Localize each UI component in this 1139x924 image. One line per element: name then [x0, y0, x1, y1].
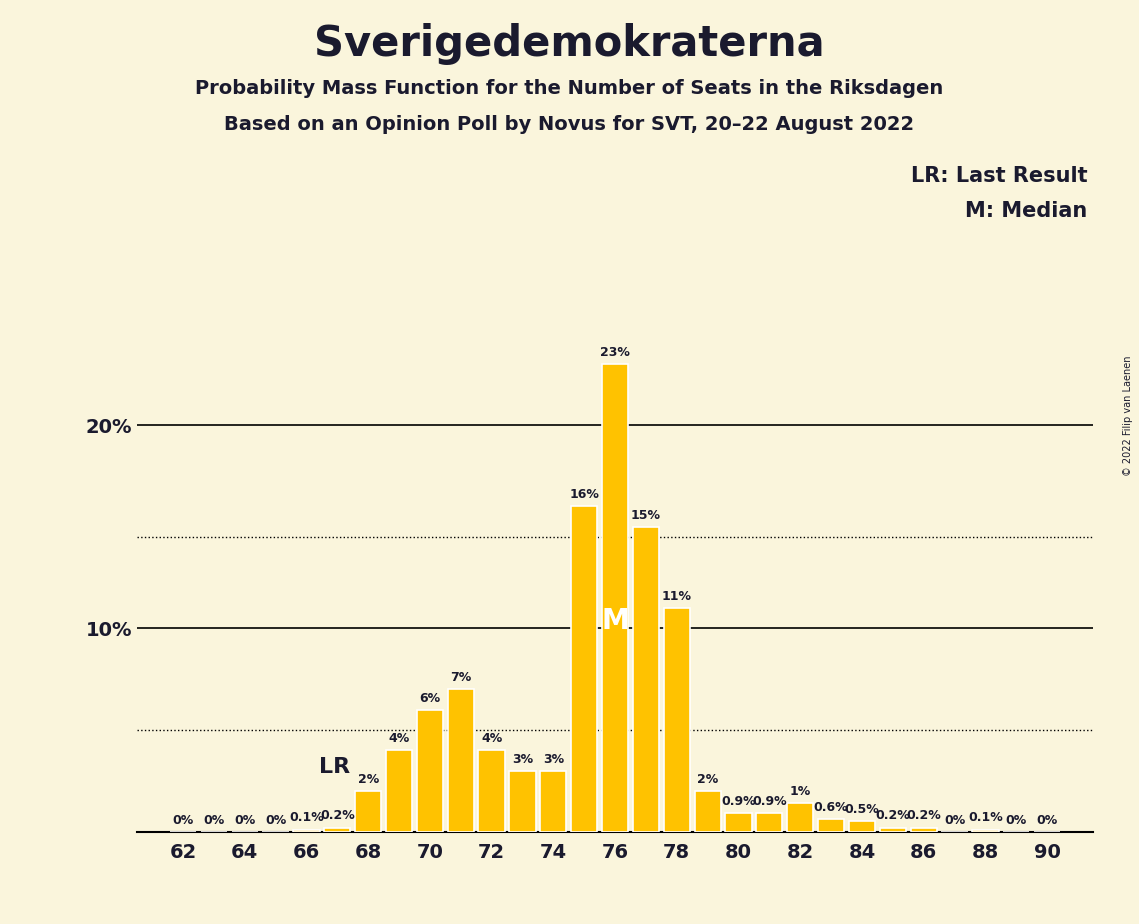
- Bar: [818, 820, 844, 832]
- Text: 0%: 0%: [265, 813, 286, 826]
- Text: 0.9%: 0.9%: [752, 796, 787, 808]
- Text: 0.5%: 0.5%: [845, 803, 879, 817]
- Bar: [325, 828, 351, 832]
- Bar: [787, 803, 813, 832]
- Text: 1%: 1%: [789, 785, 811, 798]
- Bar: [478, 750, 505, 832]
- Text: 4%: 4%: [388, 732, 410, 745]
- Text: 4%: 4%: [481, 732, 502, 745]
- Text: 3%: 3%: [511, 752, 533, 765]
- Bar: [386, 750, 412, 832]
- Bar: [664, 608, 690, 832]
- Bar: [633, 527, 659, 832]
- Text: 6%: 6%: [419, 691, 441, 704]
- Bar: [973, 830, 999, 832]
- Text: Based on an Opinion Poll by Novus for SVT, 20–22 August 2022: Based on an Opinion Poll by Novus for SV…: [224, 116, 915, 135]
- Text: Probability Mass Function for the Number of Seats in the Riksdagen: Probability Mass Function for the Number…: [196, 79, 943, 98]
- Text: 2%: 2%: [358, 772, 379, 785]
- Text: 23%: 23%: [600, 346, 630, 359]
- Bar: [601, 364, 629, 832]
- Text: 0.6%: 0.6%: [813, 801, 849, 814]
- Text: LR: Last Result: LR: Last Result: [911, 166, 1088, 187]
- Text: 11%: 11%: [662, 590, 691, 602]
- Bar: [294, 830, 320, 832]
- Bar: [726, 813, 752, 832]
- Bar: [355, 791, 382, 832]
- Text: Sverigedemokraterna: Sverigedemokraterna: [314, 23, 825, 65]
- Bar: [417, 710, 443, 832]
- Bar: [448, 689, 474, 832]
- Text: 2%: 2%: [697, 772, 719, 785]
- Text: 0.2%: 0.2%: [876, 809, 910, 822]
- Text: 0.1%: 0.1%: [289, 811, 323, 824]
- Bar: [509, 771, 535, 832]
- Text: 0%: 0%: [172, 813, 194, 826]
- Text: 0%: 0%: [203, 813, 224, 826]
- Text: M: M: [601, 607, 629, 635]
- Text: 0.2%: 0.2%: [907, 809, 941, 822]
- Text: 0.9%: 0.9%: [721, 796, 756, 808]
- Text: LR: LR: [319, 757, 350, 776]
- Bar: [756, 813, 782, 832]
- Bar: [849, 821, 875, 832]
- Text: 16%: 16%: [570, 488, 599, 501]
- Bar: [879, 828, 906, 832]
- Bar: [540, 771, 566, 832]
- Text: 0.2%: 0.2%: [320, 809, 354, 822]
- Text: 0%: 0%: [944, 813, 965, 826]
- Bar: [695, 791, 721, 832]
- Text: M: Median: M: Median: [966, 201, 1088, 221]
- Text: 0.1%: 0.1%: [968, 811, 1002, 824]
- Bar: [571, 506, 597, 832]
- Text: 15%: 15%: [631, 508, 661, 521]
- Text: 0%: 0%: [1036, 813, 1058, 826]
- Text: 0%: 0%: [1006, 813, 1027, 826]
- Text: 3%: 3%: [543, 752, 564, 765]
- Text: © 2022 Filip van Laenen: © 2022 Filip van Laenen: [1123, 356, 1133, 476]
- Text: 0%: 0%: [235, 813, 255, 826]
- Text: 7%: 7%: [450, 671, 472, 684]
- Bar: [910, 828, 936, 832]
